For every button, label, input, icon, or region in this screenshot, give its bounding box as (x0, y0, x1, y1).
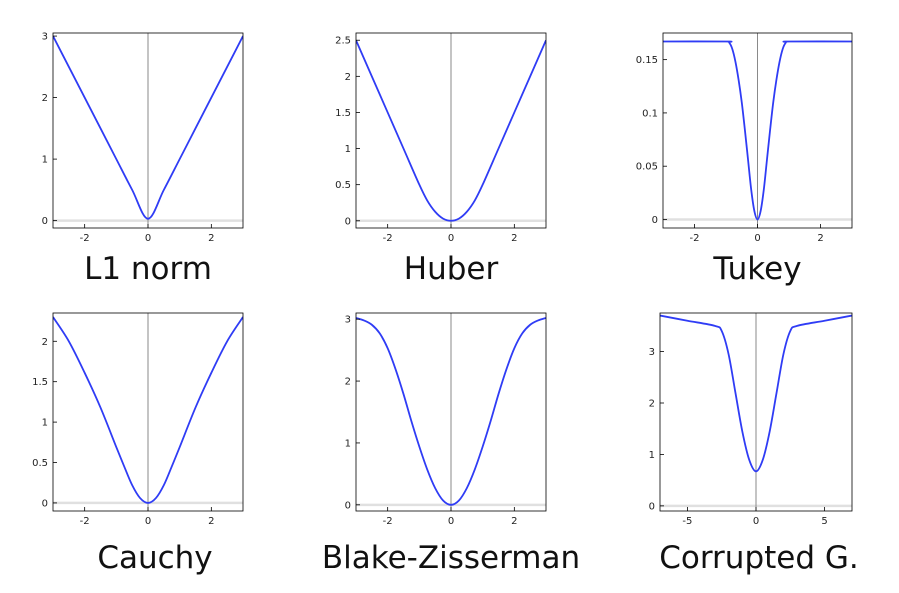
y-tick-label: 0 (652, 215, 658, 226)
y-tick-label: 1.5 (32, 377, 48, 388)
chart-svg-huber: -2 0 2 0 0.5 1 1.5 2 2.5 (335, 32, 547, 244)
chart-panel-l1-norm: -2 0 2 0 1 2 3 L1 norm (0, 0, 300, 300)
data-series-line (356, 39, 546, 222)
chart-title-corrupted-g: Corrupted G. (659, 540, 859, 576)
x-tick-label: -2 (690, 233, 700, 244)
data-series-line (660, 314, 852, 473)
x-tick-label: 2 (208, 233, 214, 244)
x-tick-label: 0 (753, 516, 759, 527)
chart-title-cauchy: Cauchy (97, 540, 213, 576)
chart-svg-blake-zisserman: -2 0 2 0 1 2 3 (345, 312, 547, 527)
y-tick-label: 3 (649, 347, 655, 358)
x-tick-label: 0 (145, 233, 151, 244)
y-tick-label: 3 (42, 32, 48, 43)
y-tick-label: 2.5 (335, 36, 351, 47)
chart-svg-tukey: -2 0 2 0 0.05 0.1 0.15 (636, 32, 853, 244)
x-tick-label: 2 (817, 233, 823, 244)
y-tick-label: 1.5 (335, 108, 351, 119)
chart-panel-tukey: -2 0 2 0 0.05 0.1 0.15 Tukey (600, 0, 899, 300)
chart-svg-cauchy: -2 0 2 0 0.5 1 1.5 2 (32, 312, 244, 527)
y-tick-label: 0 (649, 501, 655, 512)
data-series-line (356, 317, 546, 506)
y-tick-label: 0.5 (32, 458, 48, 469)
x-tick-label: -5 (682, 516, 692, 527)
chart-panel-blake-zisserman: -2 0 2 0 1 2 3 Blake-Zisserman (300, 300, 600, 593)
data-series-line (663, 40, 852, 221)
chart-svg-corrupted-g: -5 0 5 0 1 2 3 (649, 312, 853, 527)
y-tick-label: 0.1 (642, 108, 658, 119)
x-tick-label: -2 (80, 233, 90, 244)
x-tick-label: 2 (208, 516, 214, 527)
x-tick-label: 0 (754, 233, 760, 244)
y-tick-label: 1 (42, 155, 48, 166)
y-tick-label: 1 (649, 450, 655, 461)
x-tick-label: -2 (383, 516, 393, 527)
y-tick-label: 2 (42, 93, 48, 104)
x-tick-label: 2 (511, 233, 517, 244)
y-tick-label: 1 (345, 144, 351, 155)
y-tick-label: 0.5 (335, 180, 351, 191)
x-tick-label: 0 (448, 233, 454, 244)
x-tick-label: 0 (448, 516, 454, 527)
x-tick-label: 0 (145, 516, 151, 527)
y-tick-label: 0 (42, 216, 48, 227)
chart-panel-cauchy: -2 0 2 0 0.5 1 1.5 2 Cauchy (0, 300, 300, 593)
y-tick-label: 0.15 (636, 55, 658, 66)
x-tick-label: 5 (821, 516, 827, 527)
chart-panel-corrupted-g: -5 0 5 0 1 2 3 Corrupted G. (600, 300, 899, 593)
chart-svg-l1-norm: -2 0 2 0 1 2 3 (42, 32, 244, 244)
chart-title-tukey: Tukey (713, 251, 802, 287)
chart-panel-huber: -2 0 2 0 0.5 1 1.5 2 2.5 Huber (300, 0, 600, 300)
y-tick-label: 1 (345, 438, 351, 449)
chart-title-blake-zisserman: Blake-Zisserman (321, 540, 581, 576)
y-tick-label: 2 (345, 377, 351, 388)
y-tick-label: 2 (42, 337, 48, 348)
x-tick-label: 2 (511, 516, 517, 527)
x-tick-label: -2 (383, 233, 393, 244)
y-tick-label: 0 (42, 498, 48, 509)
y-tick-label: 3 (345, 315, 351, 326)
y-tick-label: 0 (345, 500, 351, 511)
y-tick-label: 0 (345, 216, 351, 227)
y-tick-label: 0.05 (636, 162, 658, 173)
y-tick-label: 2 (345, 72, 351, 83)
data-series-line (53, 316, 243, 504)
chart-title-huber: Huber (403, 251, 499, 287)
chart-title-l1-norm: L1 norm (84, 251, 212, 287)
y-tick-label: 1 (42, 418, 48, 429)
x-tick-label: -2 (80, 516, 90, 527)
y-tick-label: 2 (649, 399, 655, 410)
data-series-line (53, 35, 243, 220)
